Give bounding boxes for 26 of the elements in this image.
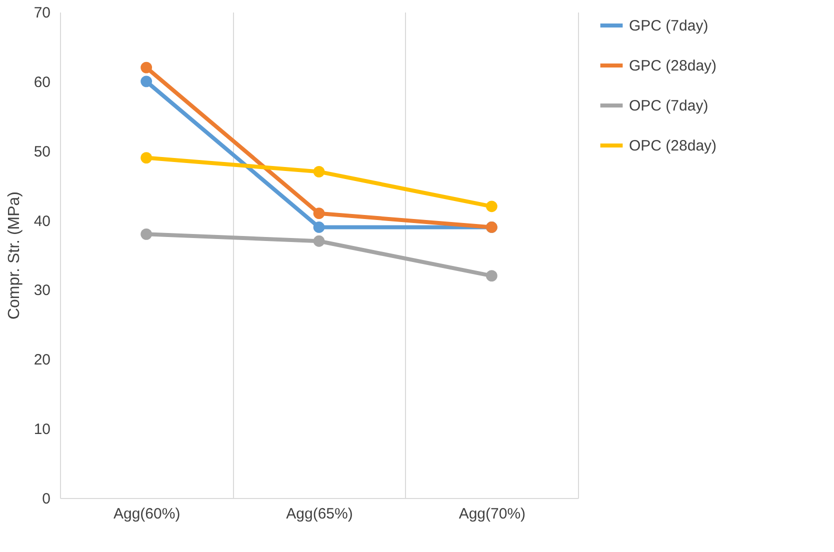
- legend-label: OPC (7day): [629, 98, 708, 114]
- point: [140, 62, 152, 74]
- y-axis-title: Compr. Str. (MPa): [6, 191, 23, 320]
- point: [140, 76, 152, 88]
- x-tick-label: Agg(65%): [286, 506, 353, 522]
- point: [140, 228, 152, 240]
- legend-label: GPC (7day): [629, 18, 708, 34]
- point: [313, 208, 325, 220]
- y-tick-label: 0: [42, 490, 50, 508]
- y-tick-label: 30: [34, 282, 50, 300]
- legend-label: OPC (28day): [629, 138, 717, 154]
- legend-label: GPC (28day): [629, 58, 717, 74]
- x-tick-label: Agg(60%): [113, 506, 180, 522]
- point: [140, 152, 152, 164]
- point: [486, 270, 498, 282]
- y-tick-label: 70: [34, 4, 50, 22]
- y-tick-label: 50: [34, 143, 50, 160]
- y-tick-label: 40: [34, 212, 50, 230]
- y-tick-label: 20: [34, 352, 50, 369]
- point: [313, 222, 325, 233]
- y-tick-label: 10: [34, 421, 50, 438]
- point: [313, 166, 325, 178]
- point: [486, 200, 498, 212]
- y-tick-label: 60: [34, 74, 50, 91]
- x-tick-label: Agg(70%): [458, 506, 526, 522]
- point: [313, 235, 325, 247]
